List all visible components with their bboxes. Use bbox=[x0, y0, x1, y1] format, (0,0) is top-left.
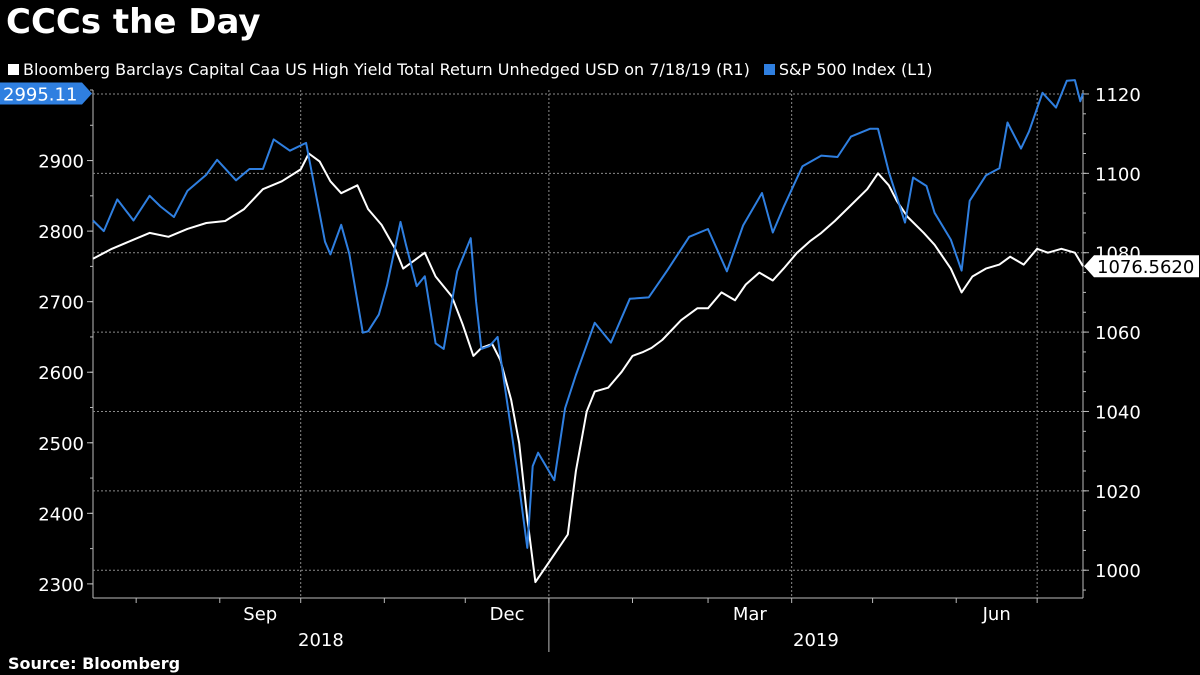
last-value-label-left: 2995.11 bbox=[3, 85, 77, 106]
right-tick-label: 1100 bbox=[1095, 164, 1141, 185]
series-line-caa bbox=[92, 152, 1084, 584]
legend-swatch-blue bbox=[763, 64, 775, 75]
legend-item-caa: Bloomberg Barclays Capital Caa US High Y… bbox=[8, 60, 750, 79]
left-tick-label: 2500 bbox=[38, 434, 84, 455]
legend-label-caa: Bloomberg Barclays Capital Caa US High Y… bbox=[23, 60, 750, 79]
right-tick-label: 1060 bbox=[1095, 323, 1141, 344]
left-tick-label: 2400 bbox=[38, 504, 84, 525]
left-tick-label: 2900 bbox=[38, 152, 84, 173]
x-tick-label: Sep bbox=[243, 604, 277, 625]
year-label-2019: 2019 bbox=[793, 630, 839, 651]
year-label-2018: 2018 bbox=[298, 630, 344, 651]
x-tick-label: Dec bbox=[490, 604, 525, 625]
right-tick-label: 1040 bbox=[1095, 402, 1141, 423]
left-tick-label: 2800 bbox=[38, 222, 84, 243]
last-value-label-right: 1076.5620 bbox=[1097, 257, 1194, 278]
right-tick-label: 1000 bbox=[1095, 561, 1141, 582]
series-line-spx bbox=[92, 79, 1084, 549]
source-note: Source: Bloomberg bbox=[8, 654, 181, 673]
legend-item-spx: S&P 500 Index (L1) bbox=[763, 60, 933, 79]
x-tick-label: Jun bbox=[982, 604, 1011, 625]
right-tick-label: 1120 bbox=[1095, 85, 1141, 106]
left-tick-label: 2700 bbox=[38, 293, 84, 314]
x-tick-label: Mar bbox=[733, 604, 768, 625]
right-tick-label: 1020 bbox=[1095, 482, 1141, 503]
legend-label-spx: S&P 500 Index (L1) bbox=[778, 60, 933, 79]
legend: Bloomberg Barclays Capital Caa US High Y… bbox=[8, 60, 947, 79]
legend-swatch-white bbox=[8, 64, 19, 75]
last-value-tag-left bbox=[0, 82, 92, 105]
left-tick-label: 2300 bbox=[38, 575, 84, 596]
last-value-tag-right bbox=[1084, 255, 1199, 278]
chart-title: CCCs the Day bbox=[6, 2, 261, 42]
left-tick-label: 2600 bbox=[38, 363, 84, 384]
